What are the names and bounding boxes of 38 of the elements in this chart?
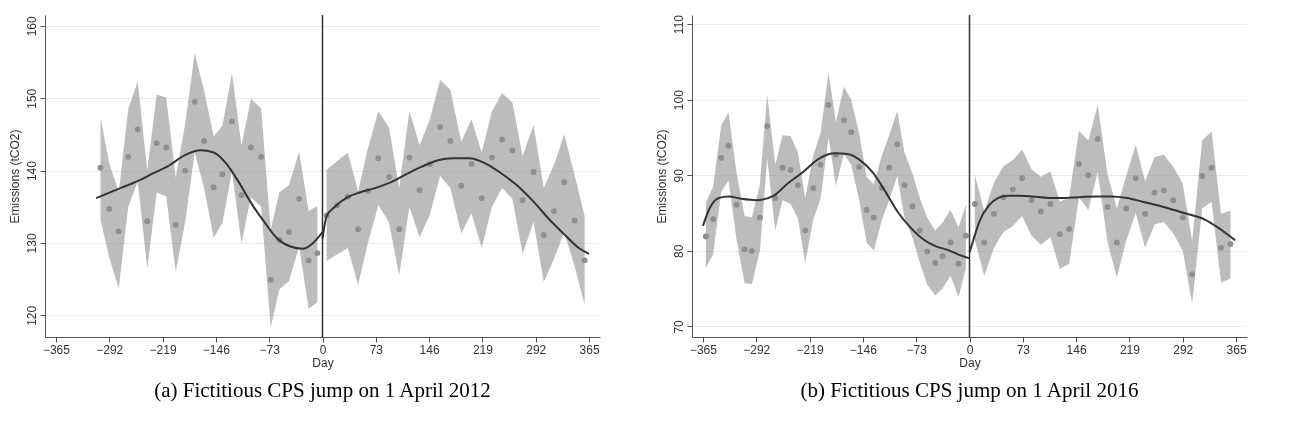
x-tick-label: 292 [526, 342, 547, 357]
y-tick-label: 80 [671, 244, 686, 259]
x-tick-label: −73 [259, 342, 281, 357]
y-tick-label: 130 [24, 233, 39, 254]
y-axis-title: Emissions (tCO2) [7, 129, 22, 224]
x-axis-title: Day [312, 355, 334, 370]
x-tick-label: 0 [319, 342, 327, 357]
x-tick-label: −146 [202, 342, 231, 357]
x-tick-label: 219 [1119, 342, 1141, 357]
x-tick-label: −365 [689, 342, 718, 357]
x-tick-label: 73 [369, 342, 384, 357]
x-tick-label: 365 [579, 342, 600, 357]
x-tick-label: −73 [906, 342, 928, 357]
text: (b) Fictitious CPS jump on 1 April 2016 [800, 378, 1139, 402]
x-tick-label: 365 [1226, 342, 1247, 357]
x-tick-label: −146 [849, 342, 878, 357]
text: (a) Fictitious CPS jump on 1 April 2012 [154, 378, 491, 402]
x-tick-label: 292 [1173, 342, 1194, 357]
y-tick-label: 150 [24, 88, 39, 109]
x-tick-label: −292 [96, 342, 124, 357]
x-tick-label: −365 [42, 342, 71, 357]
y-tick-label: 120 [24, 305, 39, 326]
y-tick-label: 160 [24, 16, 39, 37]
x-tick-label: −292 [743, 342, 771, 357]
y-tick-label: 90 [671, 168, 686, 183]
x-tick-label: 146 [1066, 342, 1087, 357]
y-tick-label: 110 [671, 14, 686, 35]
y-tick-label: 70 [671, 319, 686, 334]
y-tick-label: 100 [671, 89, 686, 111]
x-tick-label: 0 [966, 342, 974, 357]
x-tick-label: 146 [419, 342, 440, 357]
x-tick-label: 73 [1016, 342, 1031, 357]
x-tick-label: 219 [472, 342, 494, 357]
y-axis-title: Emissions (tCO2) [654, 129, 669, 224]
x-axis-title: Day [959, 355, 981, 370]
x-tick-label: −219 [149, 342, 177, 357]
y-tick-label: 140 [24, 160, 39, 182]
x-tick-label: −219 [796, 342, 824, 357]
